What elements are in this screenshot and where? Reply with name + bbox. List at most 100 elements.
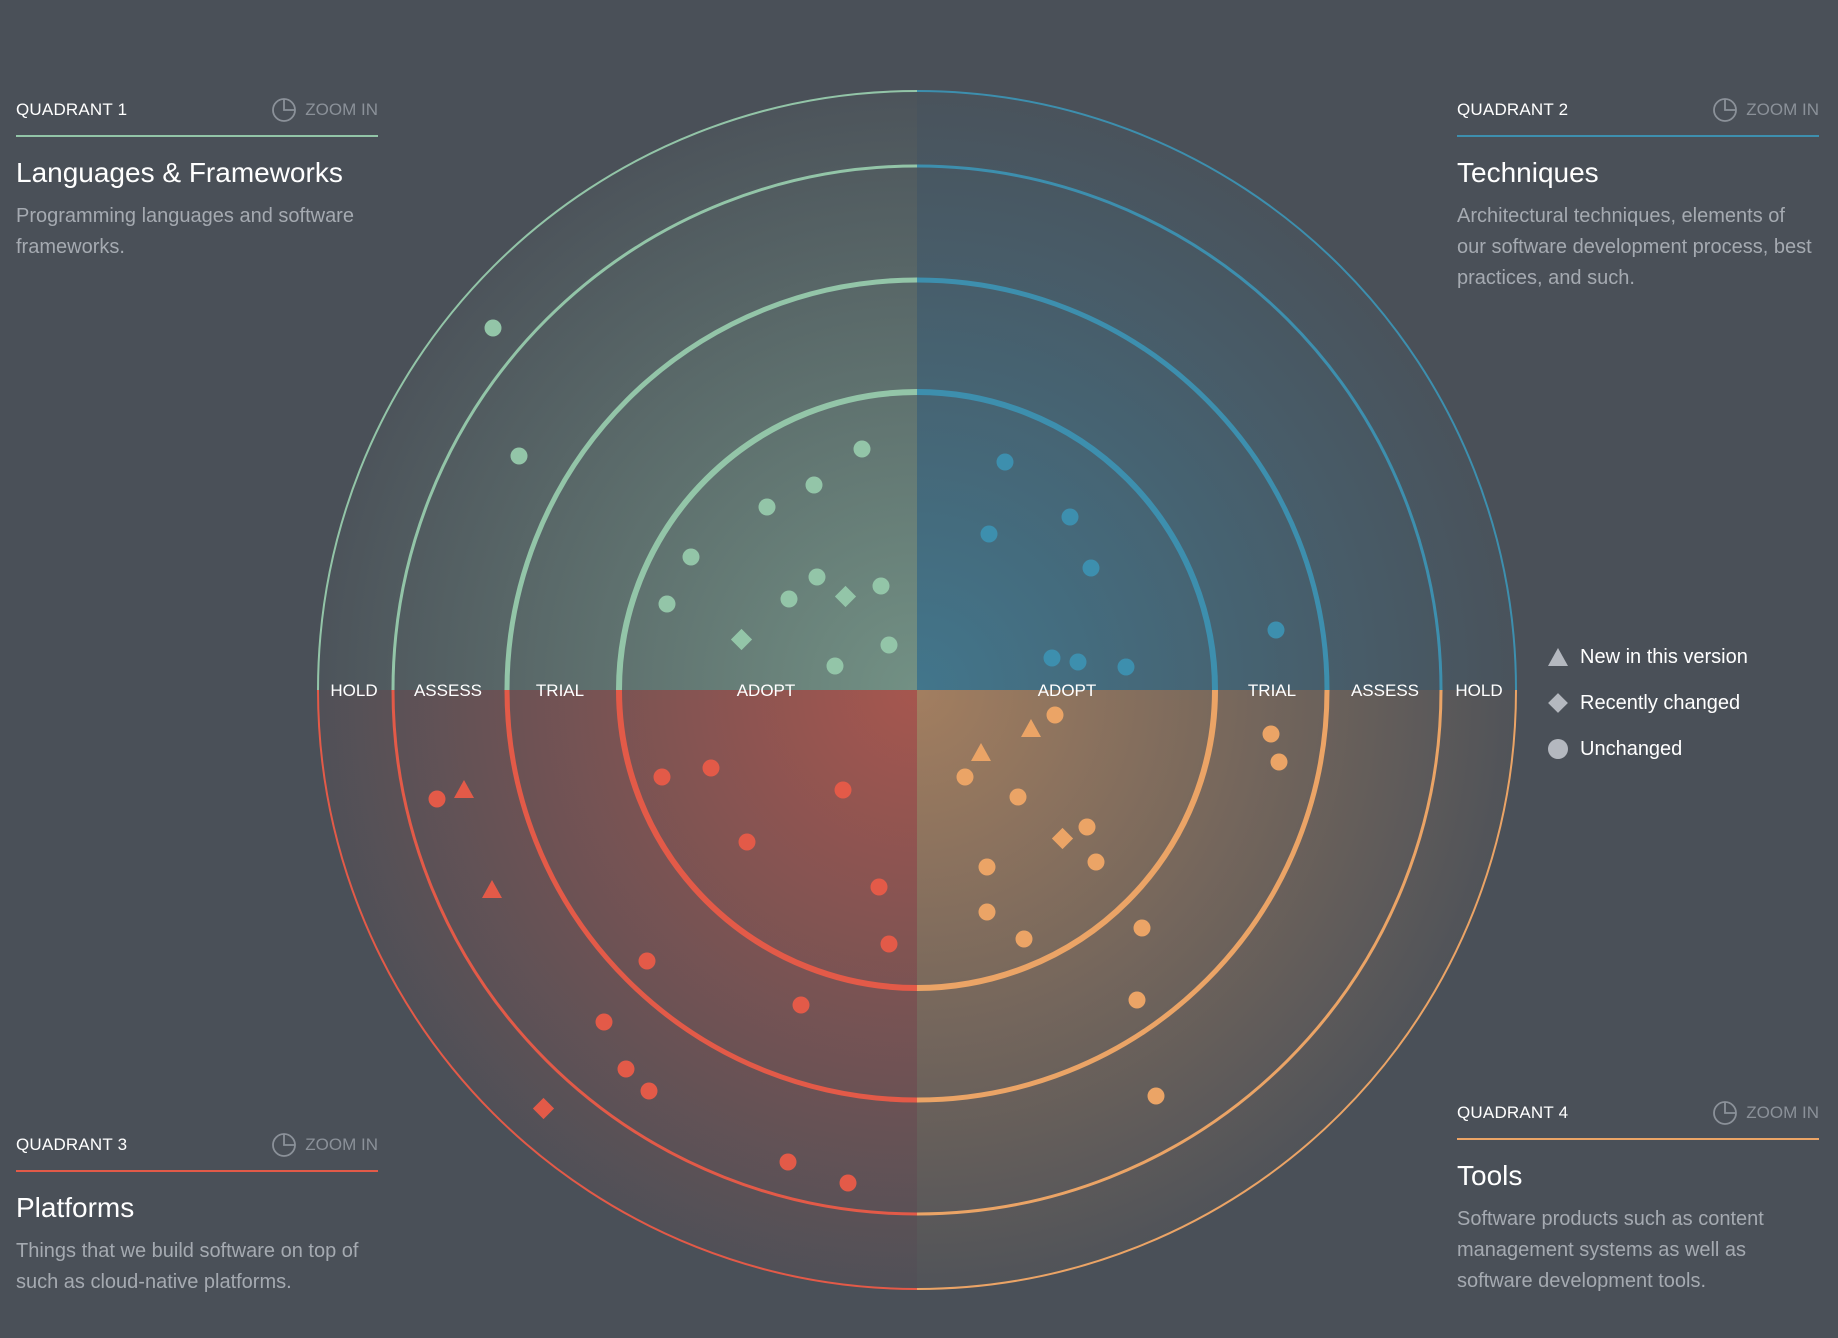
blip[interactable]: [1015, 930, 1033, 948]
legend-label: New in this version: [1580, 645, 1748, 668]
ring-adopt-q2: [916, 389, 1218, 691]
pie-chart-icon: [1713, 98, 1738, 122]
legend-item-new: New in this version: [1546, 634, 1748, 680]
quadrant-3-title: Platforms: [16, 1192, 135, 1223]
blip[interactable]: [980, 525, 998, 543]
blip[interactable]: [1087, 853, 1105, 871]
blip[interactable]: [1117, 658, 1135, 676]
blip-changed[interactable]: [1051, 827, 1074, 850]
blip[interactable]: [808, 568, 826, 586]
blip[interactable]: [1147, 1087, 1165, 1105]
blip[interactable]: [758, 498, 776, 516]
blip[interactable]: [1046, 706, 1064, 724]
blip[interactable]: [1270, 753, 1288, 771]
quadrant-3-divider: [16, 1170, 378, 1172]
blip[interactable]: [1262, 725, 1280, 743]
ring-arcs: [317, 90, 1517, 1290]
blip[interactable]: [978, 858, 996, 876]
blip-changed[interactable]: [834, 585, 857, 608]
blip-new[interactable]: [454, 780, 474, 798]
blip[interactable]: [1043, 649, 1061, 667]
zoom-label: ZOOM IN: [1746, 1103, 1819, 1122]
blip[interactable]: [640, 1082, 658, 1100]
quadrant-4-zoom-button[interactable]: ZOOM IN: [1712, 1100, 1819, 1126]
quadrant-1-label: QUADRANT 1: [16, 100, 128, 119]
quadrant-3-description: Things that we build software on top of …: [16, 1240, 359, 1293]
blip-new[interactable]: [971, 743, 991, 761]
blip[interactable]: [1267, 621, 1285, 639]
blip[interactable]: [853, 440, 871, 458]
quadrant-2-area[interactable]: [917, 91, 1516, 690]
blip[interactable]: [595, 1013, 613, 1031]
zoom-label: ZOOM IN: [1746, 100, 1819, 119]
quadrant-4-panel: QUADRANT 4 ZOOM IN Tools Software produc…: [1457, 1100, 1819, 1297]
blip[interactable]: [839, 1174, 857, 1192]
blip-new[interactable]: [1021, 719, 1041, 737]
blip[interactable]: [978, 903, 996, 921]
blip[interactable]: [653, 768, 671, 786]
blip[interactable]: [1069, 653, 1087, 671]
blips-quadrant-2: [980, 453, 1285, 676]
quadrant-4-description: Software products such as content manage…: [1457, 1208, 1764, 1292]
blip[interactable]: [1078, 818, 1096, 836]
quadrant-2-panel: QUADRANT 2 ZOOM IN Techniques Architectu…: [1457, 97, 1819, 294]
blip[interactable]: [996, 453, 1014, 471]
quadrant-3-area[interactable]: [318, 690, 917, 1289]
quadrant-2-label: QUADRANT 2: [1457, 100, 1569, 119]
quadrant-1-panel: QUADRANT 1 ZOOM IN Languages & Framework…: [16, 97, 378, 263]
quadrant-3-panel: QUADRANT 3 ZOOM IN Platforms Things that…: [16, 1132, 378, 1298]
blip[interactable]: [779, 1153, 797, 1171]
quadrant-1-zoom-button[interactable]: ZOOM IN: [271, 97, 378, 123]
blip[interactable]: [1128, 991, 1146, 1009]
ring-label-trial-left: TRIAL: [536, 681, 584, 700]
ring-label-adopt-right: ADOPT: [1038, 681, 1097, 700]
legend-item-changed: Recently changed: [1546, 680, 1748, 726]
ring-assess-q4: [916, 689, 1443, 1216]
quadrant-3-zoom-button[interactable]: ZOOM IN: [271, 1132, 378, 1158]
ring-labels: HOLD ASSESS TRIAL ADOPT ADOPT TRIAL ASSE…: [330, 681, 1502, 700]
blip[interactable]: [1009, 788, 1027, 806]
blip-changed[interactable]: [532, 1097, 555, 1120]
blip[interactable]: [826, 657, 844, 675]
ring-assess-q2: [916, 164, 1443, 691]
blip[interactable]: [880, 636, 898, 654]
blip[interactable]: [658, 595, 676, 613]
ring-hold-q1: [317, 90, 918, 691]
ring-trial-q2: [916, 277, 1330, 691]
blip[interactable]: [682, 548, 700, 566]
blip[interactable]: [638, 952, 656, 970]
quadrant-1-area[interactable]: [318, 91, 917, 690]
ring-label-assess-right: ASSESS: [1351, 681, 1419, 700]
ring-adopt-q4: [916, 689, 1218, 991]
triangle-icon: [1548, 648, 1568, 666]
blip[interactable]: [738, 833, 756, 851]
quadrant-2-zoom-button[interactable]: ZOOM IN: [1712, 97, 1819, 123]
ring-hold-q2: [916, 90, 1517, 691]
blip-new[interactable]: [482, 880, 502, 898]
blip[interactable]: [805, 476, 823, 494]
blip[interactable]: [872, 577, 890, 595]
blip[interactable]: [1082, 559, 1100, 577]
blip[interactable]: [956, 768, 974, 786]
zoom-label: ZOOM IN: [305, 100, 378, 119]
blip-changed[interactable]: [730, 628, 753, 651]
blip[interactable]: [428, 790, 446, 808]
pie-chart-icon: [272, 1133, 297, 1157]
blip[interactable]: [510, 447, 528, 465]
blip[interactable]: [484, 319, 502, 337]
blip[interactable]: [1061, 508, 1079, 526]
blip[interactable]: [780, 590, 798, 608]
pie-chart-icon: [272, 98, 297, 122]
blip[interactable]: [1133, 919, 1151, 937]
ring-label-hold-right: HOLD: [1455, 681, 1502, 700]
blip[interactable]: [792, 996, 810, 1014]
blip[interactable]: [880, 935, 898, 953]
blip[interactable]: [617, 1060, 635, 1078]
blips-quadrant-4: [956, 706, 1288, 1105]
blip[interactable]: [870, 878, 888, 896]
blip[interactable]: [702, 759, 720, 777]
quadrant-4-area[interactable]: [917, 690, 1516, 1289]
blip[interactable]: [834, 781, 852, 799]
legend: New in this version Recently changed Unc…: [1546, 634, 1748, 772]
